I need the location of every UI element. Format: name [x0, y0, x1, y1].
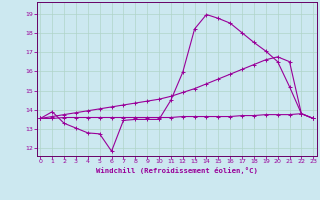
X-axis label: Windchill (Refroidissement éolien,°C): Windchill (Refroidissement éolien,°C) — [96, 167, 258, 174]
